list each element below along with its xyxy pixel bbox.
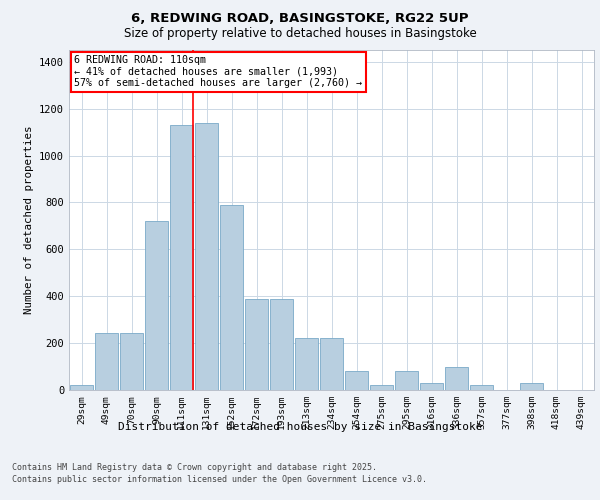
- Text: 6, REDWING ROAD, BASINGSTOKE, RG22 5UP: 6, REDWING ROAD, BASINGSTOKE, RG22 5UP: [131, 12, 469, 26]
- Bar: [120, 332, 143, 390]
- Bar: [195, 122, 218, 390]
- Bar: [220, 205, 243, 390]
- Bar: [395, 371, 418, 390]
- Bar: [145, 221, 168, 390]
- Bar: [245, 298, 268, 390]
- Y-axis label: Number of detached properties: Number of detached properties: [23, 126, 34, 314]
- Bar: [320, 338, 343, 390]
- Bar: [470, 386, 493, 390]
- Bar: [170, 125, 193, 390]
- Text: 6 REDWING ROAD: 110sqm
← 41% of detached houses are smaller (1,993)
57% of semi-: 6 REDWING ROAD: 110sqm ← 41% of detached…: [74, 55, 362, 88]
- Text: Contains HM Land Registry data © Crown copyright and database right 2025.: Contains HM Land Registry data © Crown c…: [12, 462, 377, 471]
- Bar: [70, 386, 93, 390]
- Bar: [420, 383, 443, 390]
- Bar: [295, 338, 318, 390]
- Text: Size of property relative to detached houses in Basingstoke: Size of property relative to detached ho…: [124, 28, 476, 40]
- Bar: [95, 332, 118, 390]
- Text: Contains public sector information licensed under the Open Government Licence v3: Contains public sector information licen…: [12, 475, 427, 484]
- Bar: [445, 366, 468, 390]
- Text: Distribution of detached houses by size in Basingstoke: Distribution of detached houses by size …: [118, 422, 482, 432]
- Bar: [270, 298, 293, 390]
- Bar: [520, 383, 543, 390]
- Bar: [345, 371, 368, 390]
- Bar: [370, 386, 393, 390]
